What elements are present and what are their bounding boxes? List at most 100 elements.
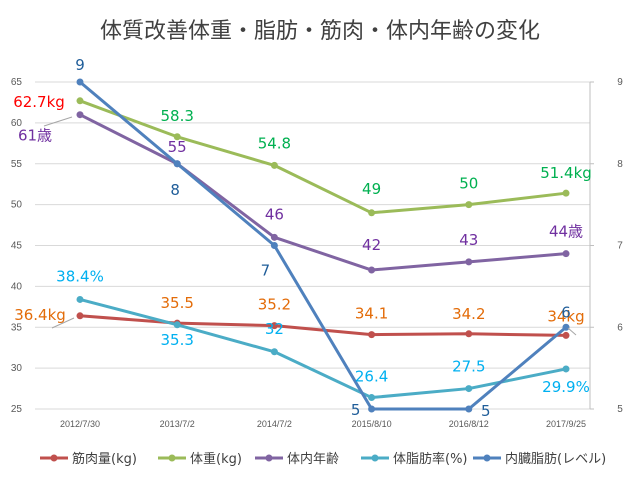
data-label: 35.2 [258,296,291,314]
legend: 筋肉量(kg) 体重(kg) 体内年齢 体脂肪率(%) 内臓脂肪(レベル) [40,451,606,467]
data-label: 46 [265,205,284,223]
data-label: 42 [362,236,381,254]
legend-label: 体重(kg) [190,451,242,467]
legend-marker [371,454,379,462]
chart-title: 体質改善体重・脂肪・筋肉・体内年齢の変化 [100,19,540,44]
x-tick-label: 2015/8/10 [352,419,392,429]
data-label: 32 [265,320,284,338]
series-line [79,80,567,411]
y-left-tick-label: 30 [11,363,23,374]
legend-marker [265,454,273,462]
data-label: 51.4kg [540,164,592,182]
data-label: 58.3 [160,107,193,125]
y-left-tick-label: 25 [11,404,23,415]
x-tick-label: 2017/9/25 [546,419,586,429]
data-label: 34kg [547,307,584,325]
data-label: 5 [351,401,361,419]
y-left-tick-label: 35 [11,322,23,333]
series-point [465,385,473,393]
data-label: 8 [170,181,180,199]
series-point [368,394,376,402]
data-label: 9 [75,56,85,74]
data-label: 38.4% [56,267,104,285]
series-point [173,321,181,329]
data-label: 27.5 [452,358,485,376]
data-label: 6 [561,303,571,321]
x-tick-label: 2012/7/30 [60,419,100,429]
legend-label: 内臓脂肪(レベル) [505,451,606,467]
legend-marker [483,454,491,462]
data-label: 54.8 [258,134,291,152]
y-right-tick-label: 9 [617,77,623,88]
series-point [270,242,278,249]
x-tick-label: 2014/7/2 [257,419,292,429]
series [76,78,570,413]
data-label: 35.5 [160,294,193,312]
series-point [368,209,376,217]
data-label: 5 [481,402,491,420]
data-label: 7 [261,262,271,280]
data-label: 34.1 [355,305,388,323]
series-point [368,331,376,339]
series-point [562,323,570,331]
legend-label: 体内年齢 [287,451,339,467]
y-right-tick-label: 8 [617,159,623,170]
series-line [79,298,567,400]
data-label: 29.9% [542,378,590,396]
legend-label: 体脂肪率(%) [393,451,468,467]
y-left-tick-label: 60 [11,118,23,129]
data-label: 50 [459,175,478,193]
series-point [76,295,84,303]
data-label: 44歳 [549,223,583,241]
series-point [76,312,84,320]
series-line [79,113,567,272]
series-point [465,201,473,209]
series-point [76,78,84,86]
y-right-tick-label: 6 [617,322,623,333]
legend-label: 筋肉量(kg) [72,451,137,467]
series-point [76,111,84,119]
series-point [368,266,376,274]
series-point [562,365,570,373]
series-line [79,99,567,215]
series-point [562,189,570,197]
data-label: 34.2 [452,305,485,323]
data-label: 62.7kg [13,93,65,111]
series-point [562,331,570,339]
data-label: 49 [362,180,381,198]
leader-line [43,116,73,127]
data-label: 43 [459,231,478,249]
data-labels: 36.4kg 35.5 35.2 34.1 34.2 34kg 62.7kg 58.3 54.8… [13,56,592,420]
y-right-tick-label: 5 [617,404,623,415]
grid [35,81,590,410]
series-point [270,322,278,330]
series-point [562,250,570,258]
data-label: 61歳 [18,127,52,145]
y-left-tick-label: 40 [11,281,23,292]
leader-line [567,327,577,336]
x-tick-label: 2016/8/12 [449,419,489,429]
legend-marker [50,454,58,462]
y-left-tick-label: 55 [11,159,23,170]
y-left-tick-label: 45 [11,241,23,252]
series-point [173,133,181,141]
y-left-tick-label: 65 [11,77,23,88]
series-point [173,160,181,168]
data-label: 36.4kg [14,306,66,324]
series-point [368,405,376,413]
y-left-tick-label: 50 [11,200,23,211]
x-tick-label: 2013/7/2 [160,419,195,429]
series-point [270,348,278,356]
series-point [465,330,473,338]
legend-marker [168,454,176,462]
series-point [465,258,473,266]
series-point [270,233,278,241]
leader-line [51,317,75,329]
series-point [270,161,278,169]
data-label: 35.3 [160,331,193,349]
series-point [465,405,473,413]
